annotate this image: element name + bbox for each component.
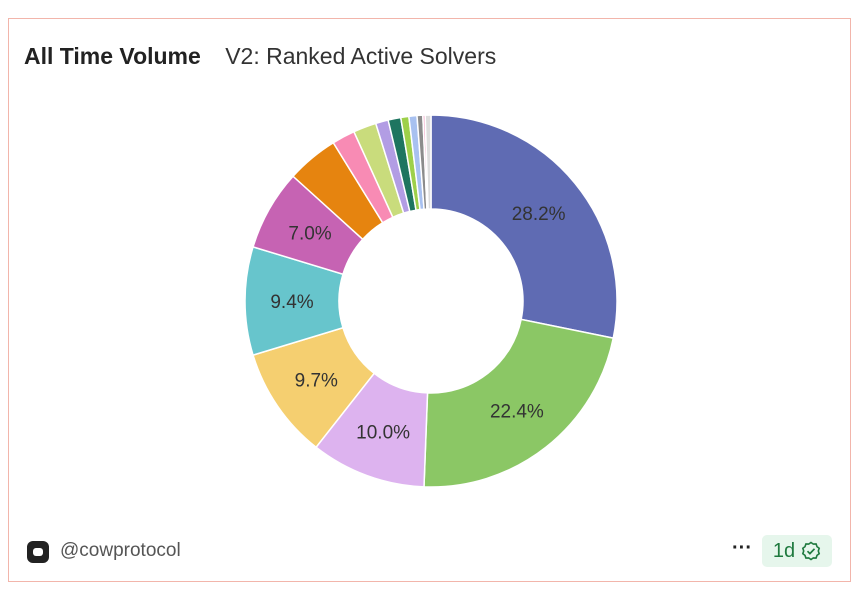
avatar[interactable]: [27, 541, 49, 563]
age-text: 1d: [772, 539, 796, 562]
slice-label: 7.0%: [288, 224, 331, 245]
chart-title: All Time Volume V2: Ranked Active Solver…: [24, 43, 496, 70]
more-options-button[interactable]: ···: [732, 537, 752, 559]
visualization-title: V2: Ranked Active Solvers: [225, 43, 497, 69]
refresh-age-badge[interactable]: 1d: [762, 535, 832, 567]
slice-label: 10.0%: [356, 422, 410, 443]
owner-handle[interactable]: @cowprotocol: [60, 540, 181, 561]
slice-label: 9.4%: [270, 292, 313, 313]
slice-label: 9.7%: [295, 370, 338, 391]
query-title[interactable]: All Time Volume: [24, 43, 201, 69]
check-badge-icon: [801, 541, 821, 561]
pie-slice[interactable]: [430, 114, 618, 340]
slice-label: 28.2%: [512, 204, 566, 225]
card-footer: @cowprotocol ··· 1d: [27, 535, 832, 567]
pie-slice[interactable]: [423, 318, 615, 488]
pie-slice[interactable]: [424, 114, 432, 210]
chart-card: All Time Volume V2: Ranked Active Solver…: [8, 18, 851, 582]
slice-label: 22.4%: [490, 401, 544, 422]
